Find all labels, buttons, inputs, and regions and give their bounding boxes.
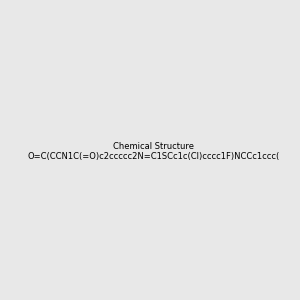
Text: Chemical Structure
O=C(CCN1C(=O)c2ccccc2N=C1SCc1c(Cl)cccc1F)NCCc1ccc(: Chemical Structure O=C(CCN1C(=O)c2ccccc2… (28, 142, 280, 161)
